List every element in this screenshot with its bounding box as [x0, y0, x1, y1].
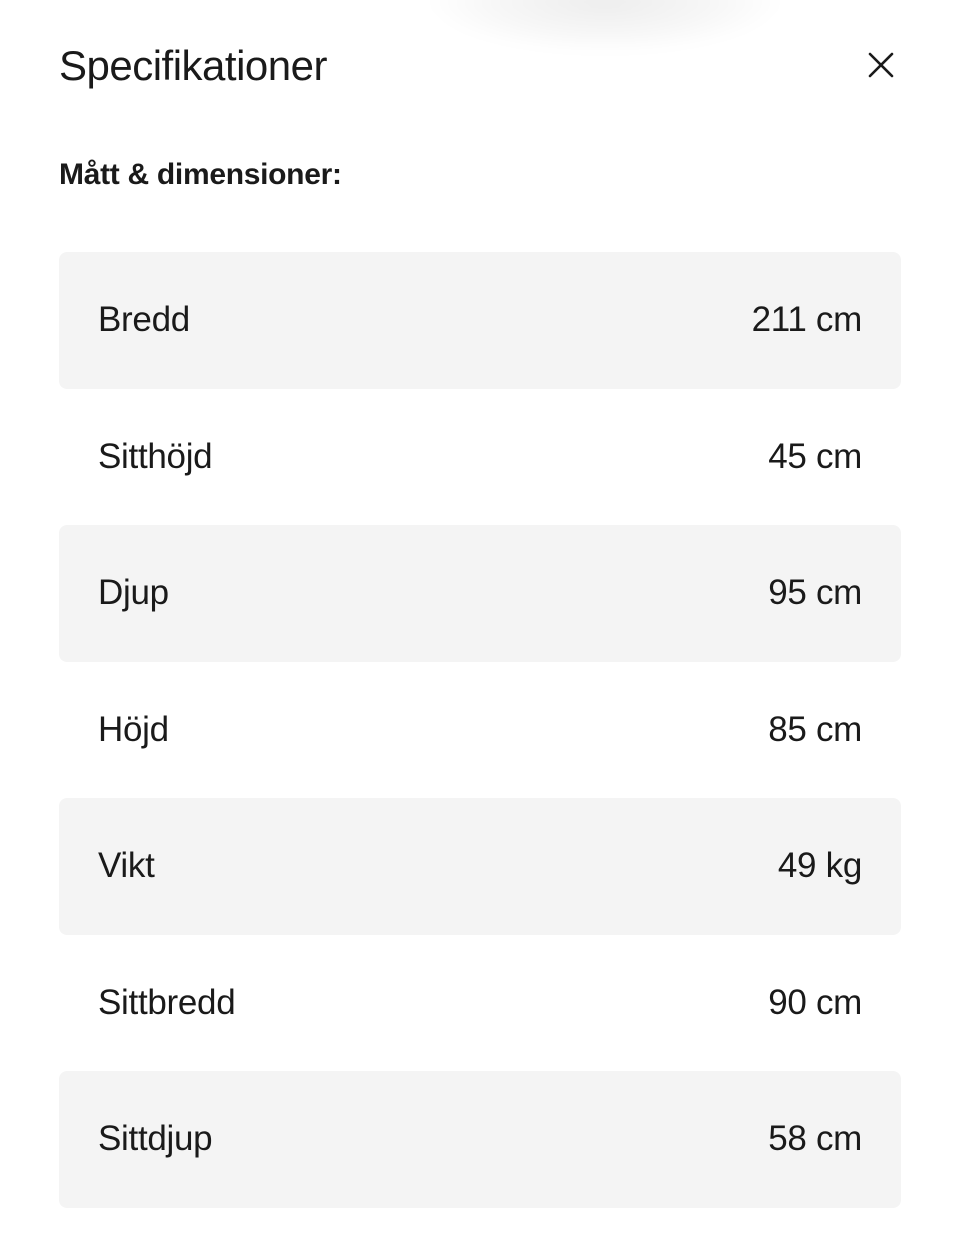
spec-label: Sitthöjd [98, 436, 213, 476]
spec-value: 211 cm [751, 300, 863, 340]
spec-row: Höjd 85 cm [59, 662, 901, 799]
spec-label: Djup [98, 573, 169, 613]
spec-row: Djup 95 cm [59, 525, 901, 662]
spec-label: Bredd [98, 300, 190, 340]
close-button[interactable] [859, 43, 903, 87]
spec-list: Bredd 211 cm Sitthöjd 45 cm Djup 95 cm H… [59, 252, 901, 1208]
close-icon [866, 50, 896, 80]
spec-label: Sittbredd [98, 982, 236, 1022]
spec-value: 85 cm [768, 709, 862, 749]
spec-value: 90 cm [768, 982, 862, 1022]
spec-row: Sittdjup 58 cm [59, 1071, 901, 1208]
spec-label: Höjd [98, 709, 169, 749]
backdrop-shadow [430, 0, 780, 52]
section-heading: Mått & dimensioner: [59, 158, 342, 191]
spec-value: 49 kg [777, 846, 862, 886]
spec-value: 45 cm [768, 436, 862, 476]
spec-label: Sittdjup [98, 1119, 213, 1159]
spec-row: Sitthöjd 45 cm [59, 389, 901, 526]
spec-value: 58 cm [768, 1119, 862, 1159]
spec-row: Sittbredd 90 cm [59, 935, 901, 1072]
spec-row: Vikt 49 kg [59, 798, 901, 935]
spec-row: Bredd 211 cm [59, 252, 901, 389]
spec-value: 95 cm [768, 573, 862, 613]
spec-label: Vikt [98, 846, 155, 886]
modal-title: Specifikationer [59, 42, 327, 89]
